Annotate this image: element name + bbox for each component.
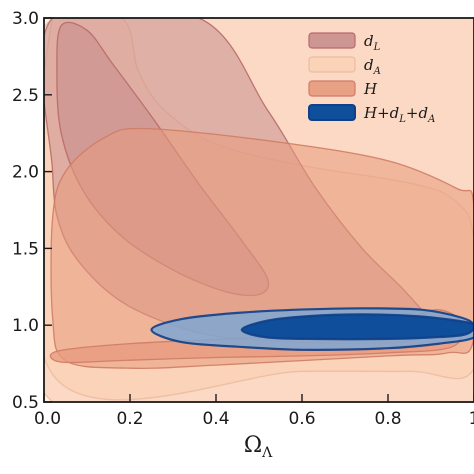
x-axis-label-subscript: Λ bbox=[261, 445, 273, 461]
x-tick-label: 1 bbox=[469, 409, 474, 429]
contour-regions bbox=[44, 18, 474, 402]
y-tick-label: 3.0 bbox=[12, 9, 39, 29]
legend-swatch bbox=[308, 80, 356, 97]
legend-label: H+dL+dA bbox=[363, 104, 435, 125]
x-tick-label: 0.2 bbox=[116, 409, 143, 429]
x-axis-label: ΩΛ bbox=[244, 433, 273, 461]
x-tick-label: 0.0 bbox=[34, 409, 61, 429]
x-tick-label: 0.8 bbox=[374, 409, 401, 429]
legend: dL dA H H+dL+dA bbox=[308, 32, 435, 125]
x-axis-label-main: Ω bbox=[244, 433, 262, 458]
y-tick-label: 1.0 bbox=[12, 316, 39, 336]
y-tick-label: 2.5 bbox=[12, 86, 39, 106]
contour-h-plus-d-l-plus-d-a-inner bbox=[240, 313, 474, 341]
legend-label: dL bbox=[364, 32, 381, 53]
plot-frame bbox=[43, 17, 474, 403]
y-tick-label: 0.5 bbox=[12, 393, 39, 413]
legend-swatch bbox=[308, 32, 356, 49]
legend-swatch bbox=[308, 104, 356, 121]
legend-label: H bbox=[363, 80, 378, 98]
y-tick-label: 1.5 bbox=[12, 239, 39, 259]
axis-ticks: 0.0 0.2 0.4 0.6 0.8 1 0.5 1.0 1.5 2.0 2.5 3.0 bbox=[12, 9, 474, 429]
y-tick-label: 2.0 bbox=[12, 163, 39, 183]
legend-swatch bbox=[308, 56, 356, 73]
x-tick-label: 0.6 bbox=[288, 409, 315, 429]
legend-label: dA bbox=[364, 56, 381, 77]
x-tick-label: 0.4 bbox=[202, 409, 229, 429]
